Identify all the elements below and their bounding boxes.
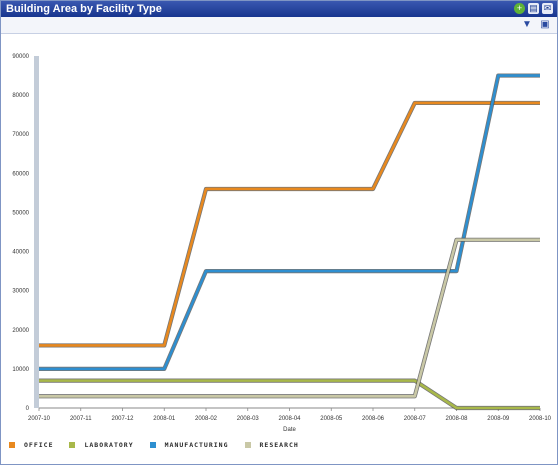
filter-icon[interactable]: ▼ bbox=[522, 19, 532, 30]
y-tick-label: 30000 bbox=[12, 289, 29, 295]
legend-item-manufacturing: MANUFACTURING bbox=[149, 441, 229, 449]
x-tick-label: 2008-06 bbox=[362, 416, 385, 422]
title-bar: Building Area by Facility Type + ▤ ✉ bbox=[1, 1, 557, 17]
x-tick-label: 2008-07 bbox=[404, 416, 427, 422]
x-tick-label: 2008-09 bbox=[487, 416, 510, 422]
chart-toolbar: ▼ ▣ bbox=[1, 17, 557, 34]
window-title: Building Area by Facility Type bbox=[6, 3, 162, 15]
series-line-research bbox=[39, 238, 540, 398]
chart-legend: OFFICE LABORATORY MANUFACTURING RESEARCH bbox=[9, 441, 299, 449]
y-tick-label: 10000 bbox=[12, 367, 29, 373]
print-icon[interactable]: ▤ bbox=[528, 3, 539, 14]
x-tick-label: 2008-05 bbox=[320, 416, 343, 422]
x-tick-label: 2007-11 bbox=[70, 416, 92, 422]
series-shadow-manufacturing bbox=[39, 73, 540, 371]
x-tick-label: 2007-12 bbox=[111, 416, 134, 422]
y-tick-label: 20000 bbox=[12, 328, 29, 334]
legend-label-research: RESEARCH bbox=[259, 441, 299, 449]
series-line-laboratory bbox=[39, 379, 540, 410]
x-tick-label: 2008-01 bbox=[153, 416, 176, 422]
series-line-manufacturing bbox=[39, 74, 540, 371]
y-tick-label: 60000 bbox=[12, 171, 29, 177]
x-tick-label: 2008-04 bbox=[278, 416, 301, 422]
legend-swatch-research bbox=[244, 442, 251, 448]
series-shadow-research bbox=[39, 237, 540, 399]
y-tick-label: 70000 bbox=[12, 132, 29, 138]
y-tick-label: 50000 bbox=[12, 210, 29, 216]
legend-swatch-manufacturing bbox=[149, 442, 156, 448]
legend-item-research: RESEARCH bbox=[244, 441, 299, 449]
legend-label-laboratory: LABORATORY bbox=[84, 441, 134, 449]
y-axis-bar bbox=[34, 56, 39, 408]
line-chart: 0 10000 20000 30000 40000 50000 60000 70000 8000… bbox=[12, 54, 552, 433]
legend-item-office: OFFICE bbox=[9, 441, 53, 449]
y-tick-label: 80000 bbox=[12, 93, 29, 99]
x-tick-label: 2008-10 bbox=[529, 416, 552, 422]
title-bar-actions: + ▤ ✉ bbox=[514, 3, 553, 14]
y-tick-label: 40000 bbox=[12, 250, 29, 256]
legend-item-laboratory: LABORATORY bbox=[69, 441, 133, 449]
email-icon[interactable]: ✉ bbox=[542, 3, 553, 14]
series-line-office bbox=[39, 101, 540, 347]
add-icon[interactable]: + bbox=[514, 3, 525, 14]
legend-label-manufacturing: MANUFACTURING bbox=[164, 441, 229, 449]
x-axis-label: Date bbox=[283, 427, 296, 433]
y-tick-label: 90000 bbox=[12, 54, 29, 60]
export-icon[interactable]: ▣ bbox=[540, 19, 550, 30]
legend-swatch-laboratory bbox=[69, 442, 76, 448]
legend-label-office: OFFICE bbox=[24, 441, 54, 449]
x-tick-label: 2008-02 bbox=[195, 416, 218, 422]
y-tick-label: 0 bbox=[26, 406, 30, 412]
x-tick-label: 2008-08 bbox=[445, 416, 468, 422]
legend-swatch-office bbox=[9, 442, 15, 448]
x-tick-label: 2007-10 bbox=[28, 416, 51, 422]
x-tick-label: 2008-03 bbox=[237, 416, 260, 422]
